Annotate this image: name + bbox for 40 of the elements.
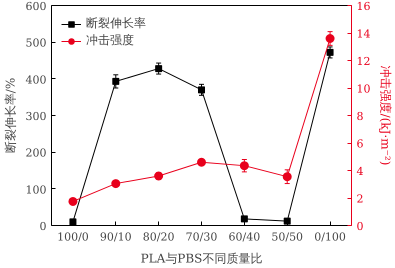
x-tick-label: 70/30 xyxy=(186,230,218,244)
legend-label: 冲击强度 xyxy=(86,32,134,49)
y-tick-label: 300 xyxy=(26,110,47,123)
y-tick-label: 200 xyxy=(26,146,47,160)
x-tick-label: 100/0 xyxy=(57,230,89,244)
y-tick-label: 500 xyxy=(26,36,47,50)
point xyxy=(197,158,206,167)
point xyxy=(240,161,249,170)
y2-tick-label: 12 xyxy=(356,55,370,68)
y2-tick-label: 2 xyxy=(356,192,364,206)
point xyxy=(112,78,120,85)
x-tick-label: 60/40 xyxy=(228,230,260,244)
point xyxy=(326,48,334,56)
x-tick-label: 80/20 xyxy=(142,230,174,244)
y2-tick-label: 14 xyxy=(356,28,370,40)
y2-axis-title: 冲击强度/(kJ·m⁻²) xyxy=(378,66,392,166)
x-axis-title: PLA与PBS不同质量比 xyxy=(140,252,262,266)
x-tick-label: 50/50 xyxy=(271,230,304,244)
point xyxy=(111,179,120,188)
y2-tick-label: 4 xyxy=(356,165,364,178)
y-tick-label: 100 xyxy=(26,183,47,196)
y2-tick-label: 6 xyxy=(356,138,364,150)
y-tick-label: 600 xyxy=(26,0,47,13)
y2-tick-label: 16 xyxy=(356,0,370,13)
y-tick-label: 400 xyxy=(26,73,47,86)
y2-tick-label: 10 xyxy=(356,82,370,96)
y-tick-label: 0 xyxy=(40,220,46,233)
y2-tick-label: 0 xyxy=(356,220,364,233)
legend-label: 断裂伸长率 xyxy=(86,15,146,32)
x-tick-label: 0/100 xyxy=(314,230,346,244)
point xyxy=(68,196,78,206)
point xyxy=(284,218,291,225)
point xyxy=(282,172,292,182)
point xyxy=(240,215,248,222)
point xyxy=(198,86,205,94)
x-tick-label: 90/10 xyxy=(100,230,132,244)
y-axis-title: 断裂伸长率/% xyxy=(4,78,18,154)
point xyxy=(155,65,162,72)
y2-tick-label: 8 xyxy=(356,110,364,123)
point xyxy=(326,34,335,43)
